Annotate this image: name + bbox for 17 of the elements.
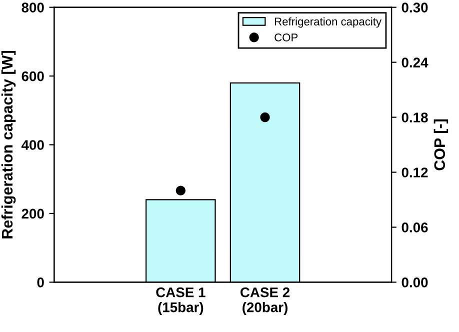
y-tick-label: 800 (22, 2, 44, 12)
legend-label: COP (274, 34, 298, 42)
x-tick-label: CASE 2 (20bar) (240, 287, 290, 315)
y-tick-label: 200 (22, 208, 44, 219)
y-tick-label: 400 (21, 140, 44, 150)
y2-tick-label: 0.06 (402, 222, 428, 232)
y2-tick-label: 0.12 (402, 168, 428, 178)
y-axis-title: Refrigeration capacity [W] (1, 50, 16, 238)
y2-tick-label: 0.24 (402, 58, 428, 68)
y2-tick-label: 0.30 (402, 2, 428, 12)
y2-axis-title: COP [-] (434, 119, 448, 170)
y-tick-label: 0 (37, 278, 44, 288)
legend-label: Refrigeration capacity (274, 17, 382, 28)
y2-tick-label: 0.00 (402, 278, 428, 288)
y-tick-label: 600 (22, 71, 44, 82)
y2-tick-label: 0.18 (402, 112, 428, 122)
x-tick-label: CASE 1 (15bar) (156, 287, 206, 315)
